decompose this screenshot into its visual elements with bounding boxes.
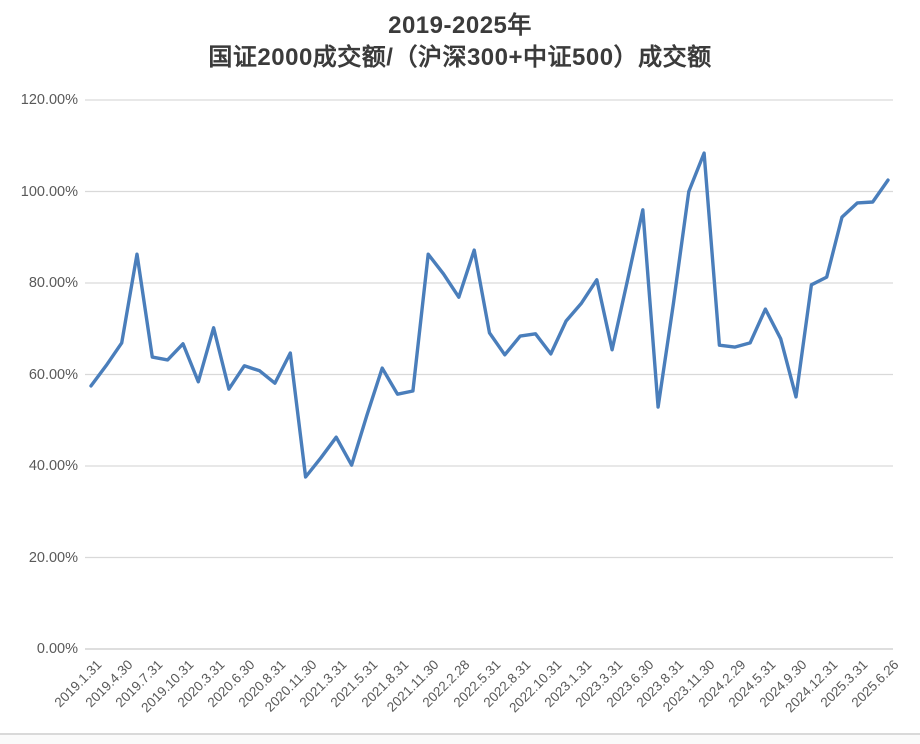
y-axis-label: 0.00% xyxy=(36,641,78,657)
chart-title: 2019-2025年 国证2000成交额/（沪深300+中证500）成交额 xyxy=(0,10,920,74)
chart-bottom-border xyxy=(0,733,920,735)
chart-bottom-strip xyxy=(0,735,920,744)
chart-title-line1: 2019-2025年 xyxy=(388,12,532,39)
y-axis-label: 120.00% xyxy=(20,92,78,108)
y-axis-label: 100.00% xyxy=(20,183,78,200)
y-axis-label: 40.00% xyxy=(28,458,78,474)
y-axis-label: 60.00% xyxy=(28,366,78,383)
y-axis-label: 80.00% xyxy=(28,275,78,291)
data-series-line xyxy=(89,151,890,479)
chart-title-line2: 国证2000成交额/（沪深300+中证500）成交额 xyxy=(208,44,712,71)
y-axis-label: 20.00% xyxy=(28,549,78,566)
